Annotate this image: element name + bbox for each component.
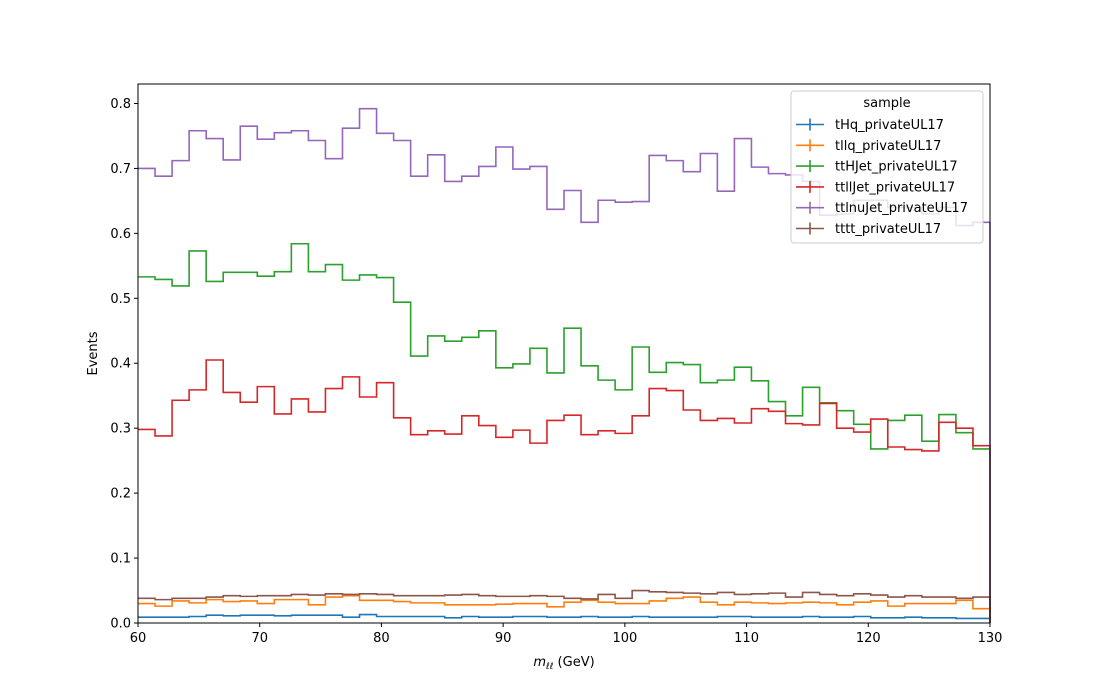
x-tick-label: 130 xyxy=(978,631,1003,646)
legend-box xyxy=(790,90,984,244)
legend-label: ttlnuJet_privateUL17 xyxy=(835,201,968,216)
y-tick-label: 0.8 xyxy=(110,97,131,112)
x-axis-label-main: m xyxy=(533,655,546,670)
legend-title: sample xyxy=(863,96,910,111)
series-layer xyxy=(138,107,991,623)
legend-label: tttt_privateUL17 xyxy=(835,222,941,237)
y-axis: 0.0 0.1 0.2 0.3 0.4 0.5 0.6 0.7 0.8 xyxy=(110,97,138,632)
series-line-ttllJet_privateUL17 xyxy=(138,359,991,623)
x-tick-label: 80 xyxy=(373,631,390,646)
y-tick-label: 0.3 xyxy=(110,422,131,437)
x-tick-label: 120 xyxy=(856,631,881,646)
y-tick-label: 0.7 xyxy=(110,162,131,177)
x-tick-label: 100 xyxy=(612,631,637,646)
y-tick-label: 0.1 xyxy=(110,552,131,567)
series-line-ttHJet_privateUL17 xyxy=(138,242,991,623)
legend: sample tHq_privateUL17 tllq_privateUL17tt… xyxy=(790,90,984,244)
y-tick-label: 0.0 xyxy=(110,617,131,632)
legend-label: tllq_privateUL17 xyxy=(835,139,941,154)
legend-label: ttllJet_privateUL17 xyxy=(835,180,955,195)
x-axis-label-subscript: ℓℓ xyxy=(545,662,553,672)
x-tick-label: 70 xyxy=(251,631,268,646)
x-axis-label-unit: (GeV) xyxy=(553,655,594,670)
legend-label: ttHJet_privateUL17 xyxy=(835,160,958,175)
series-line-tllq_privateUL17 xyxy=(138,594,991,623)
series-line-tHq_privateUL17 xyxy=(138,613,991,623)
x-tick-label: 90 xyxy=(495,631,512,646)
x-tick-label: 60 xyxy=(130,631,147,646)
y-tick-label: 0.4 xyxy=(110,357,131,372)
x-axis-label: mℓℓ (GeV) xyxy=(533,655,594,672)
x-axis: 60 70 80 90 100 110 120 130 xyxy=(130,623,1003,646)
y-axis-label: Events xyxy=(86,331,101,375)
y-tick-label: 0.2 xyxy=(110,487,131,502)
y-tick-label: 0.6 xyxy=(110,227,131,242)
series-line-tttt_privateUL17 xyxy=(138,589,991,623)
plot-frame xyxy=(137,83,991,624)
x-tick-label: 110 xyxy=(734,631,759,646)
legend-label: tHq_privateUL17 xyxy=(835,118,944,133)
legend-entries: tHq_privateUL17 tllq_privateUL17 ttHJet_pr… xyxy=(796,118,968,237)
y-tick-label: 0.5 xyxy=(110,292,131,307)
